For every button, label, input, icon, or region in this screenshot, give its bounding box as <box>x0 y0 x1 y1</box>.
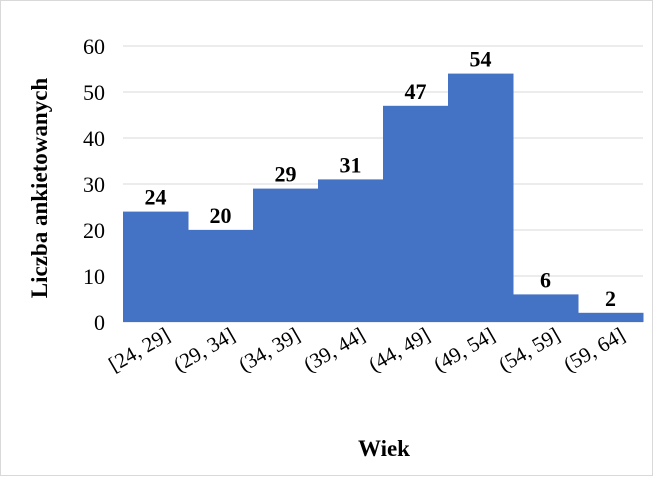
bar <box>578 312 644 322</box>
x-tick-labels: [24, 29](29, 34](34, 39](39, 44](44, 49]… <box>104 323 629 377</box>
bar <box>253 188 319 322</box>
data-label: 29 <box>275 162 297 187</box>
bar <box>513 294 579 322</box>
bar <box>123 211 189 322</box>
bar <box>318 179 384 322</box>
data-label: 31 <box>340 152 362 177</box>
data-label: 24 <box>145 185 167 210</box>
bar <box>383 105 449 322</box>
x-tick-label: (34, 39] <box>234 323 304 377</box>
x-tick-label: (59, 64] <box>559 323 629 377</box>
y-tick-label: 50 <box>83 80 105 105</box>
y-axis-title: Liczba ankietowanych <box>27 78 52 299</box>
bar <box>188 230 254 322</box>
data-label: 20 <box>210 203 232 228</box>
y-tick-label: 30 <box>83 172 105 197</box>
x-tick-label: (39, 44] <box>299 323 369 377</box>
y-tick-label: 40 <box>83 126 105 151</box>
bar <box>448 73 514 322</box>
data-label: 47 <box>405 79 427 104</box>
x-axis-title: Wiek <box>358 436 410 461</box>
y-tick-labels: 0 10 20 30 40 50 60 <box>83 34 105 335</box>
y-tick-label: 20 <box>83 218 105 243</box>
x-tick-label: [24, 29] <box>104 323 174 377</box>
y-tick-label: 60 <box>83 34 105 59</box>
bars <box>123 73 644 322</box>
data-labels: 24 20 29 31 47 54 6 2 <box>145 47 617 311</box>
data-label: 54 <box>470 47 492 72</box>
y-tick-label: 0 <box>94 310 105 335</box>
data-label: 6 <box>540 267 551 292</box>
x-tick-label: (49, 54] <box>429 323 499 377</box>
x-tick-label: (54, 59] <box>494 323 564 377</box>
x-tick-label: (44, 49] <box>364 323 434 377</box>
y-tick-label: 10 <box>83 264 105 289</box>
x-tick-label: (29, 34] <box>169 323 239 377</box>
data-label: 2 <box>605 286 616 311</box>
